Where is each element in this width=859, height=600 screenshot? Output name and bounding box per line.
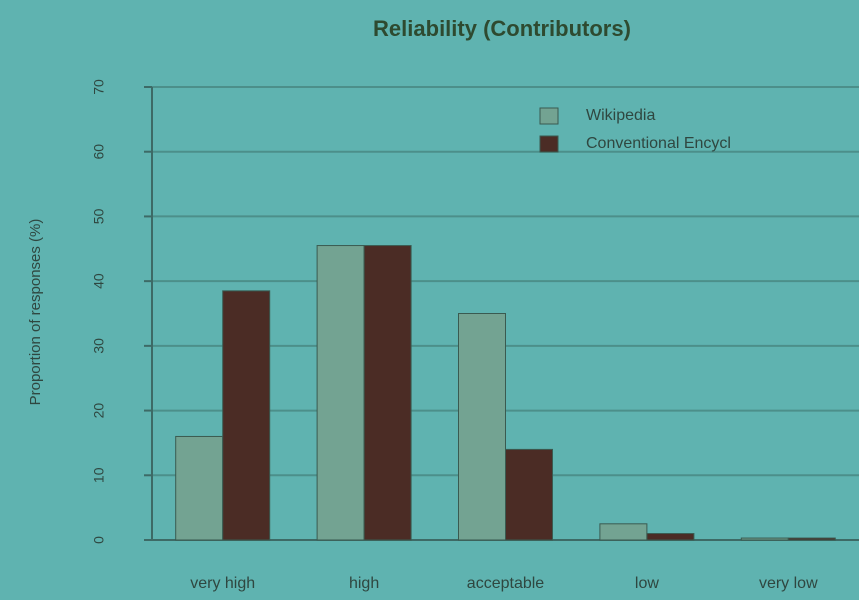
y-tick-label: 40 xyxy=(91,273,107,289)
x-tick-label: acceptable xyxy=(467,575,544,592)
y-tick-label: 50 xyxy=(91,208,107,224)
y-tick-label: 20 xyxy=(91,403,107,419)
bar xyxy=(505,448,553,541)
bar xyxy=(599,523,648,541)
bar xyxy=(646,533,695,541)
legend-swatch xyxy=(539,107,559,125)
legend-label: Conventional Encycl xyxy=(586,135,731,152)
bar xyxy=(458,313,506,541)
bar xyxy=(175,435,224,541)
x-tick-label: high xyxy=(349,575,379,592)
y-tick-label: 10 xyxy=(91,467,107,483)
y-axis-label: Proportion of responses (%) xyxy=(27,219,44,406)
x-tick-label: very low xyxy=(759,575,818,592)
y-tick-label: 0 xyxy=(91,536,107,544)
bar xyxy=(316,245,365,541)
y-tick-label: 70 xyxy=(91,79,107,95)
chart-title: Reliability (Contributors) xyxy=(373,16,631,41)
legend-swatch xyxy=(539,135,559,153)
x-tick-label: very high xyxy=(190,575,255,592)
bar xyxy=(787,537,836,541)
bar xyxy=(740,537,789,541)
legend-label: Wikipedia xyxy=(586,107,655,124)
bar xyxy=(222,290,271,541)
bar xyxy=(363,245,412,541)
y-tick-label: 60 xyxy=(91,144,107,160)
y-tick-label: 30 xyxy=(91,338,107,354)
x-tick-label: low xyxy=(635,575,659,592)
